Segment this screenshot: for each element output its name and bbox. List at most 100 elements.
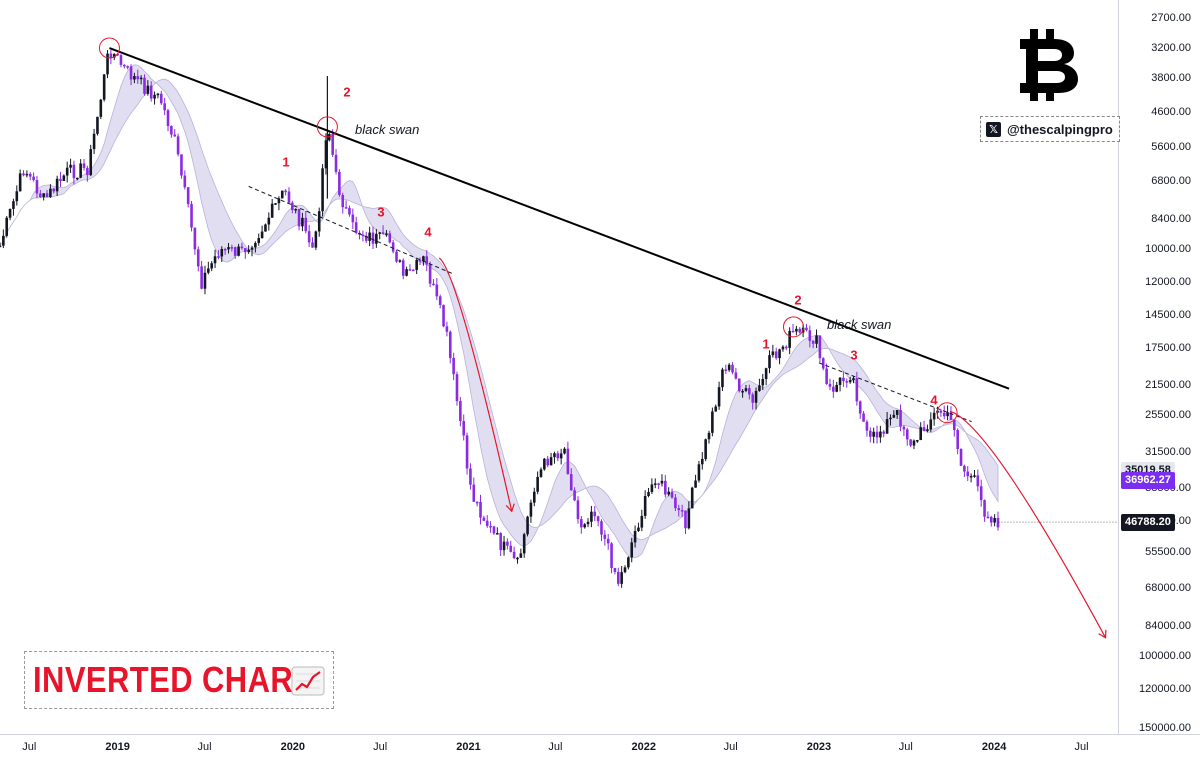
candle-body (929, 419, 933, 430)
projection-curve (949, 410, 1107, 639)
candle-body (781, 346, 785, 350)
candle-body (159, 93, 163, 104)
candle-body (852, 378, 855, 381)
x-tick-label: 2019 (105, 741, 130, 753)
candle-body (32, 176, 35, 181)
wave-label: 2 (343, 84, 351, 100)
x-tick-label: 2024 (981, 741, 1007, 753)
candle-body (163, 103, 166, 111)
candle-body (848, 380, 852, 383)
candle-body (993, 517, 996, 523)
candle-body (798, 328, 802, 333)
candle-body (243, 248, 247, 253)
candle-body (909, 439, 912, 446)
candle-body (892, 414, 896, 418)
candle-body (670, 491, 674, 498)
price-tag: 36962.27 (1121, 471, 1175, 489)
candle-body (600, 521, 603, 535)
candle-body (331, 134, 334, 155)
candle-body (153, 94, 156, 99)
candle-body (173, 134, 177, 137)
candle-body (966, 471, 970, 477)
candle-body (865, 421, 869, 431)
y-tick-label: 3200.00 (1151, 42, 1191, 55)
candle-body (882, 431, 886, 434)
candle-body (55, 178, 59, 192)
projection-arrowhead (1098, 629, 1107, 639)
candle-body (237, 246, 240, 256)
candle-body (640, 515, 644, 528)
candle-body (838, 377, 842, 385)
candle-body (522, 534, 526, 554)
candle-body (748, 388, 751, 395)
inverted-chart-banner: INVERTED CHART (24, 651, 334, 709)
candle-body (858, 401, 862, 414)
candle-body (492, 526, 496, 534)
candle-body (254, 242, 257, 248)
x-tick-label: Jul (373, 741, 388, 753)
candle-body (146, 85, 150, 94)
candle-body (741, 390, 744, 393)
candle-body (166, 110, 170, 127)
candle-body (610, 543, 613, 568)
candle-body (89, 149, 93, 176)
candle-body (395, 251, 398, 262)
price-axis[interactable]: 2700.00 3200.00 3800.00 4600.00 5600.00 6800.… (1118, 0, 1200, 734)
x-tick-label: 2020 (280, 741, 306, 753)
candle-body (657, 483, 660, 485)
candle-body (818, 335, 822, 359)
candle-body (217, 256, 220, 258)
candle-body (754, 390, 758, 403)
candle-body (916, 439, 919, 442)
candle-body (45, 193, 49, 198)
candle-body (334, 154, 338, 172)
candle-body (563, 448, 566, 454)
candle-body (368, 232, 371, 241)
y-tick-label: 21500.00 (1145, 378, 1191, 391)
candle-body (401, 260, 405, 276)
candle-body (270, 203, 274, 218)
candle-body (606, 538, 610, 544)
candle-body (52, 188, 56, 192)
time-axis[interactable]: Jul 2019 Jul 2020 Jul 2021 Jul 2022 Jul 2023 Jul 20… (0, 734, 1200, 761)
y-tick-label: 10000.00 (1145, 243, 1191, 256)
candle-body (835, 384, 838, 392)
candle-body (455, 374, 459, 402)
candle-body (912, 440, 916, 446)
moving-average-band (0, 64, 999, 559)
candle-body (190, 204, 193, 228)
candle-body (845, 381, 849, 383)
candle-body (448, 331, 452, 358)
candle-body (15, 191, 19, 202)
candle-body (301, 217, 304, 227)
candle-body (627, 557, 630, 568)
candle-body (106, 53, 109, 75)
price-tag: 46788.20 (1121, 513, 1175, 531)
black-swan-label-2020: black swan (355, 122, 420, 137)
candle-body (546, 458, 550, 466)
candle-body (603, 534, 607, 539)
candle-body (979, 486, 983, 501)
candle-body (516, 557, 519, 560)
candle-body (690, 487, 694, 509)
candle-body (28, 173, 32, 177)
candle-body (590, 511, 593, 522)
candle-body (354, 222, 358, 233)
candle-body (650, 484, 654, 493)
candle-body (717, 387, 721, 407)
candle-body (569, 474, 573, 491)
candle-body (842, 377, 845, 382)
dashed-support-line (248, 185, 454, 275)
candle-body (462, 421, 466, 436)
x-tick-label: 2023 (806, 741, 832, 753)
candle-body (22, 173, 25, 176)
candle-body (324, 140, 328, 169)
candle-body (630, 542, 634, 558)
candle-body (428, 264, 432, 284)
candle-body (529, 502, 533, 517)
bitcoin-logo (1014, 25, 1080, 105)
candle-body (405, 269, 408, 276)
candle-body (885, 419, 889, 434)
candle-body (949, 412, 953, 420)
candle-body (616, 571, 620, 584)
